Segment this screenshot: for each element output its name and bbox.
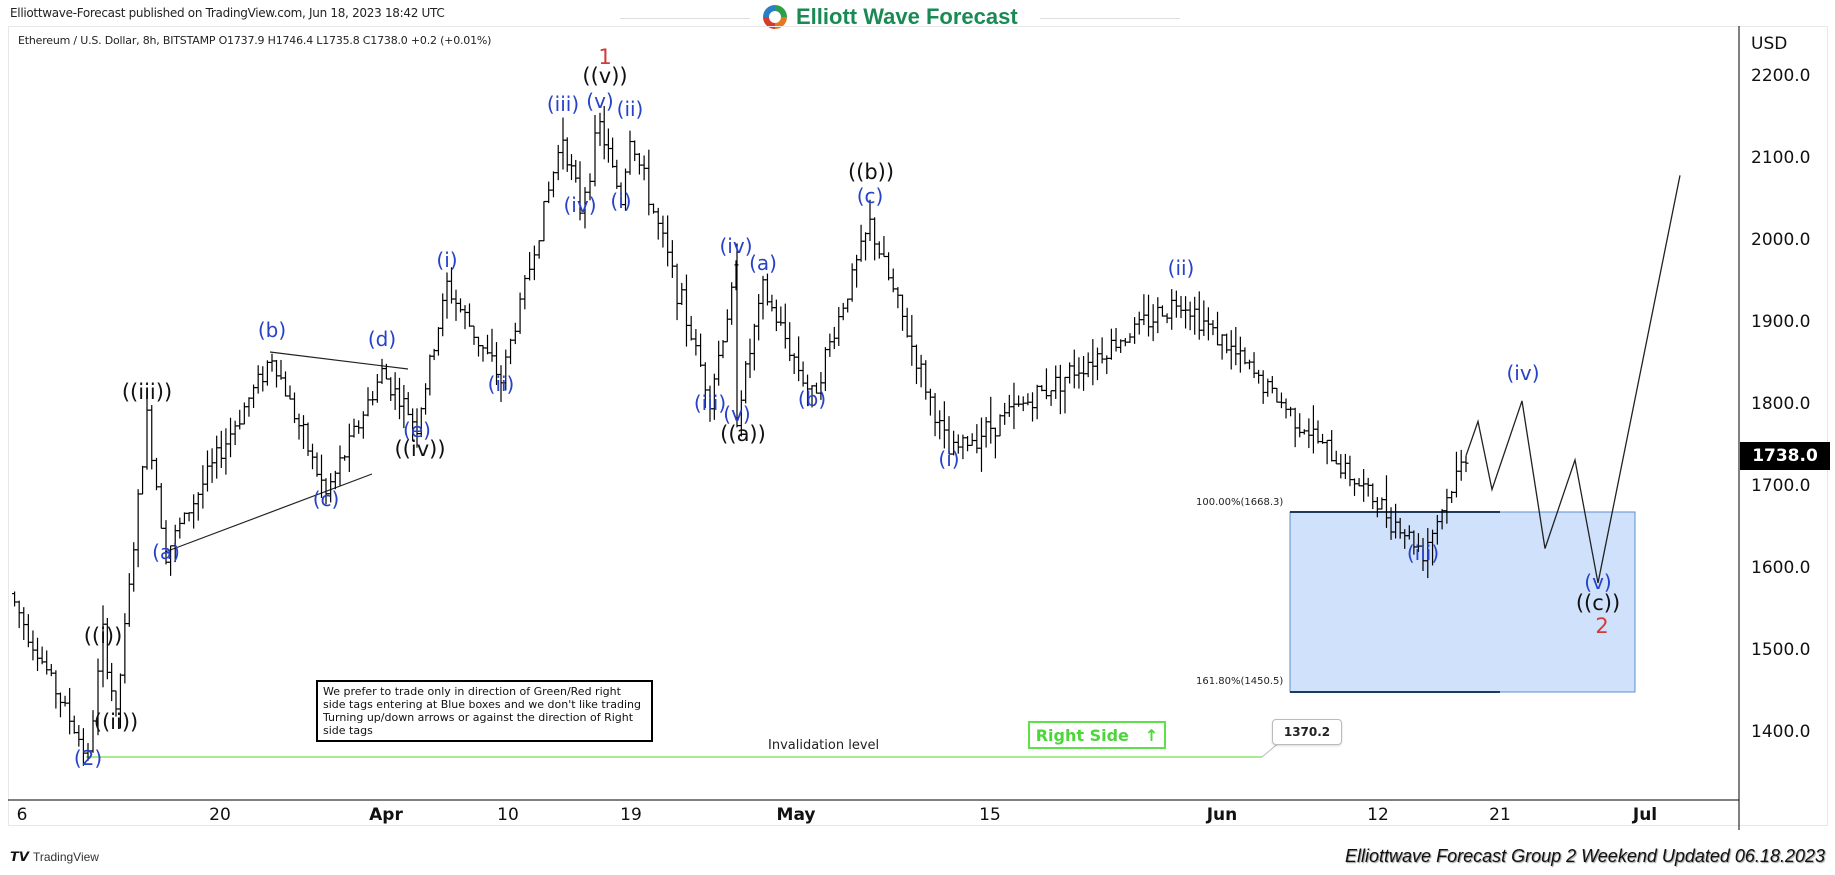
invalidation-label: Invalidation level: [768, 738, 880, 753]
time-tick: 20: [209, 805, 231, 825]
wave-label: 2: [1595, 614, 1609, 638]
wave-label: (v): [586, 89, 614, 113]
time-tick: 15: [979, 805, 1001, 825]
wave-label: (e): [403, 418, 431, 442]
wave-label: ((i)): [83, 624, 123, 648]
wave-label: ((ii)): [93, 710, 139, 734]
time-tick: May: [776, 805, 816, 825]
wave-label: (a): [152, 540, 180, 564]
fib-161-label: 161.80%(1450.5): [1196, 676, 1284, 687]
wave-label: (ii): [487, 372, 515, 396]
wave-label: (v): [723, 402, 751, 426]
wave-label: (c): [856, 184, 884, 208]
wave-label: (b): [797, 387, 827, 411]
wave-label: (a): [749, 251, 777, 275]
brand-divider-right: [1040, 18, 1180, 19]
right-side-tag: Right Side ↑: [1028, 721, 1166, 749]
publisher-line: Elliottwave-Forecast published on Tradin…: [10, 6, 445, 20]
symbol-info: Ethereum / U.S. Dollar, 8h, BITSTAMP O17…: [18, 34, 492, 47]
time-tick: 12: [1367, 805, 1389, 825]
price-tick: 1600.0: [1751, 558, 1811, 578]
wave-label: (c): [312, 487, 340, 511]
time-tick: 19: [620, 805, 642, 825]
fib-100-label: 100.00%(1668.3): [1196, 497, 1284, 508]
triangle-upper-trendline[interactable]: [269, 351, 409, 370]
wave-label: ((v)): [582, 64, 628, 88]
wave-label: ((a)): [720, 422, 766, 446]
time-tick: Jun: [1206, 805, 1238, 825]
up-arrow-icon: ↑: [1144, 725, 1159, 745]
wave-label: (iv): [563, 193, 597, 217]
currency-label: USD: [1751, 34, 1788, 54]
price-tick: 1400.0: [1751, 722, 1811, 742]
disclaimer-box: We prefer to trade only in direction of …: [316, 680, 653, 742]
projection-path[interactable]: [1465, 175, 1681, 584]
price-tick: 1800.0: [1751, 394, 1811, 414]
chart-frame: [8, 26, 1828, 826]
wave-label: (b): [257, 318, 287, 342]
price-tick: 2200.0: [1751, 66, 1811, 86]
price-tick: 2100.0: [1751, 148, 1811, 168]
blue-box-target-zone[interactable]: [1289, 511, 1636, 693]
update-credit: Elliottwave Forecast Group 2 Weekend Upd…: [1345, 846, 1825, 866]
wave-label: (d): [367, 327, 397, 351]
wave-label: (iii): [1406, 541, 1440, 565]
wave-label: (ii): [1167, 256, 1195, 280]
brand-name: Elliott Wave Forecast: [796, 4, 1018, 29]
wave-label: (iii): [693, 391, 727, 415]
tradingview-footer[interactable]: 𝙏𝙑 TradingView: [10, 849, 99, 865]
time-tick: 10: [497, 805, 519, 825]
wave-label: (i): [436, 248, 458, 272]
price-tick: 1500.0: [1751, 640, 1811, 660]
wave-label: (iv): [719, 234, 753, 258]
wave-label: (i): [938, 447, 960, 471]
tradingview-logo-icon: 𝙏𝙑: [10, 849, 29, 864]
last-price-badge: 1738.0: [1740, 442, 1830, 470]
right-side-label: Right Side: [1035, 725, 1129, 745]
wave-label: (2): [73, 746, 103, 770]
price-tick: 2000.0: [1751, 230, 1811, 250]
wave-label: (v): [1584, 570, 1612, 594]
wave-label: 1: [598, 45, 612, 69]
ohlc-bars: [12, 106, 1469, 766]
wave-label: (ii): [616, 97, 644, 121]
wave-label: ((iv)): [394, 437, 446, 461]
invalidation-price-callout: 1370.2: [1272, 719, 1342, 745]
wave-label: ((c)): [1575, 591, 1621, 615]
time-tick: Apr: [369, 805, 403, 825]
wave-label: ((iii)): [121, 380, 173, 404]
wave-label: (iv): [1506, 361, 1540, 385]
price-tick: 1700.0: [1751, 476, 1811, 496]
wave-label: (iii): [546, 92, 580, 116]
triangle-lower-trendline[interactable]: [164, 473, 373, 553]
time-tick: Jul: [1632, 805, 1658, 825]
tradingview-name: TradingView: [32, 850, 99, 864]
wave-label: (i): [610, 189, 632, 213]
time-tick: 6: [16, 805, 28, 825]
brand-divider-left: [620, 18, 750, 19]
time-tick: 21: [1489, 805, 1511, 825]
wave-label: ((b)): [847, 160, 895, 184]
price-tick: 1900.0: [1751, 312, 1811, 332]
